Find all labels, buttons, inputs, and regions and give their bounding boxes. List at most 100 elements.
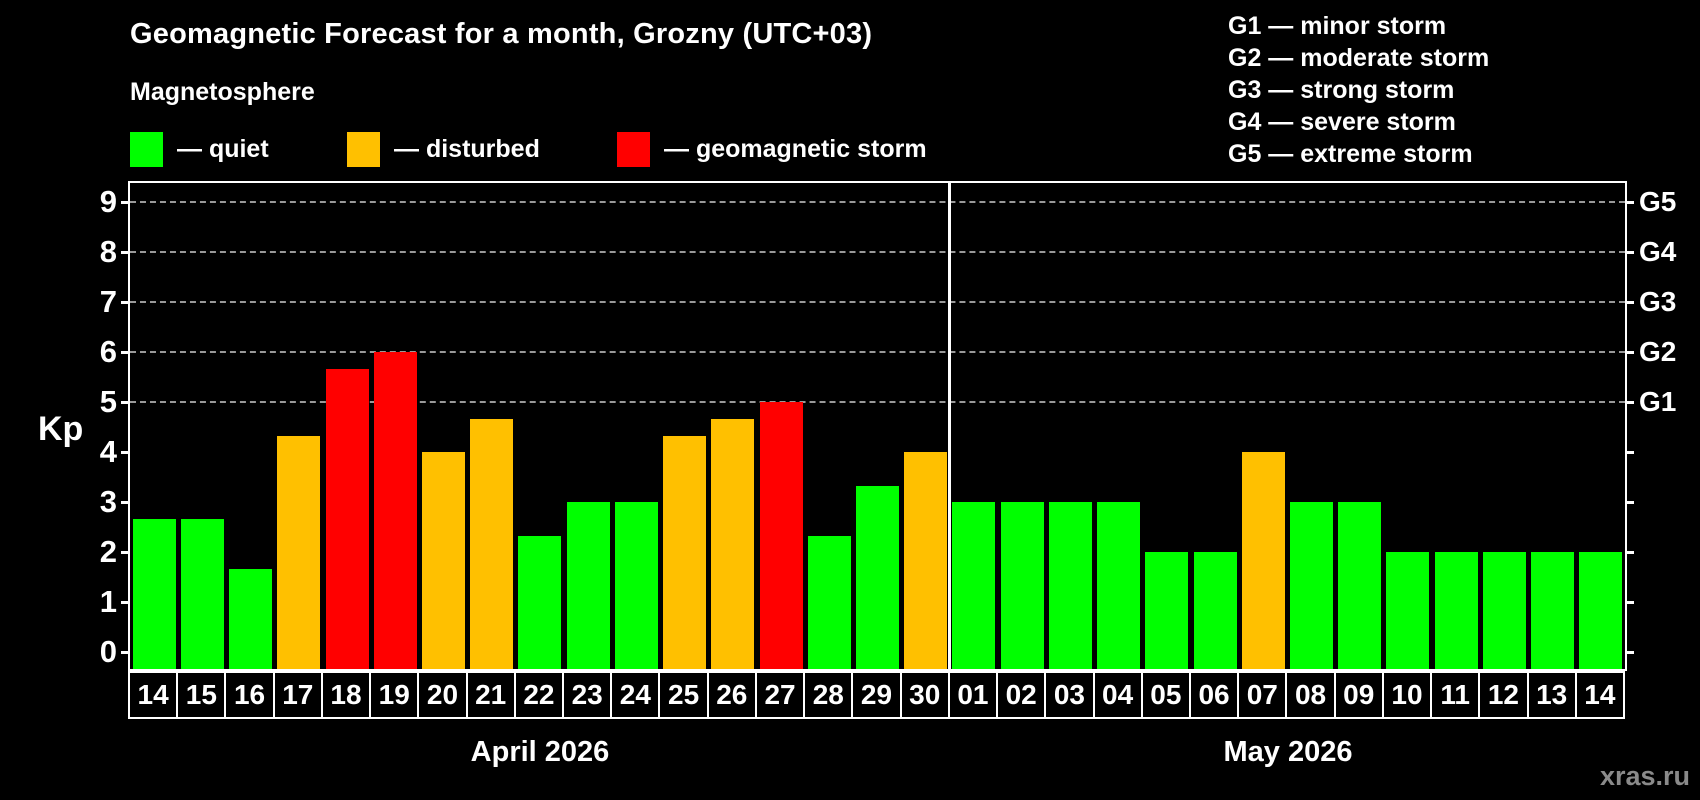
y-tick-left-5 [121, 401, 130, 404]
g-axis-label-g1: G1 [1639, 386, 1677, 417]
y-tick-left-3 [121, 501, 130, 504]
y-tick-right-8 [1625, 251, 1634, 254]
date-box-18: 18 [320, 671, 372, 719]
date-box-23: 23 [562, 671, 613, 719]
date-box-08: 08 [1285, 671, 1336, 719]
y-tick-label-4: 4 [99, 434, 117, 469]
month-separator [948, 183, 952, 669]
kp-bar-23 [566, 502, 610, 669]
kp-bar-01 [952, 502, 996, 669]
g-axis-label-g4: G4 [1639, 236, 1677, 267]
date-box-27: 27 [754, 671, 806, 719]
kp-bar-05 [1145, 552, 1189, 669]
disturbed-swatch-icon [347, 132, 380, 167]
legend-label-storm: — geomagnetic storm [664, 135, 927, 163]
y-tick-label-1: 1 [99, 584, 117, 619]
date-box-29: 29 [851, 671, 902, 719]
y-tick-left-0 [121, 651, 130, 654]
y-tick-label-8: 8 [99, 234, 117, 269]
g3-legend-line: G3 — strong storm [1228, 76, 1455, 104]
y-tick-label-6: 6 [99, 334, 117, 369]
y-tick-label-9: 9 [99, 184, 117, 219]
date-box-06: 06 [1188, 671, 1240, 719]
kp-bar-20 [421, 452, 465, 669]
date-box-25: 25 [658, 671, 709, 719]
kp-bar-11 [1434, 552, 1478, 669]
quiet-swatch-icon [130, 132, 163, 167]
kp-bar-15 [180, 518, 224, 669]
date-box-01: 01 [947, 671, 999, 719]
watermark: xras.ru [1599, 761, 1690, 791]
month-label-may: May 2026 [1223, 736, 1353, 768]
legend-item-storm: — geomagnetic storm [617, 131, 927, 168]
date-box-21: 21 [465, 671, 516, 719]
magnetosphere-heading: Magnetosphere [130, 78, 315, 106]
kp-bar-30 [904, 452, 948, 669]
date-box-20: 20 [417, 671, 468, 719]
date-box-15: 15 [176, 671, 227, 719]
kp-bar-13 [1531, 552, 1575, 669]
date-axis: 14 15 16 17 18 19 20 21 22 23 24 25 26 27 28 29 30 01 02 03… [128, 671, 1630, 719]
kp-bar-07 [1241, 452, 1285, 669]
kp-bar-10 [1386, 552, 1430, 669]
kp-bar-24 [614, 502, 658, 669]
kp-bar-18 [325, 368, 369, 669]
kp-bar-26 [711, 418, 755, 669]
date-box-24: 24 [610, 671, 661, 719]
kp-bar-08 [1290, 502, 1334, 669]
g-axis-label-g2: G2 [1639, 336, 1677, 367]
date-box-22: 22 [513, 671, 565, 719]
g-axis-label-g3: G3 [1639, 286, 1677, 317]
y-tick-right-1 [1625, 601, 1634, 604]
kp-bar-25 [663, 435, 707, 669]
kp-bar-12 [1482, 552, 1526, 669]
y-tick-left-9 [121, 201, 130, 204]
g5-legend-line: G5 — extreme storm [1228, 140, 1473, 168]
g4-legend-line: G4 — severe storm [1228, 108, 1456, 136]
kp-bar-19 [373, 352, 417, 669]
kp-bar-29 [855, 485, 899, 669]
y-tick-right-2 [1625, 551, 1634, 554]
g1-legend-line: G1 — minor storm [1228, 12, 1447, 40]
date-box-30: 30 [899, 671, 950, 719]
kp-bar-14 [132, 518, 176, 669]
date-box-13: 13 [1526, 671, 1577, 719]
legend-item-quiet: — quiet [130, 131, 269, 168]
date-box-04: 04 [1092, 671, 1143, 719]
legend-item-disturbed: — disturbed [347, 131, 540, 168]
gridline-kp9 [130, 201, 1625, 203]
y-tick-right-4 [1625, 451, 1634, 454]
kp-bar-02 [1000, 502, 1044, 669]
y-tick-left-7 [121, 301, 130, 304]
date-box-03: 03 [1044, 671, 1095, 719]
gridline-kp5 [130, 401, 1625, 403]
date-box-19: 19 [369, 671, 420, 719]
date-box-14: 14 [128, 671, 179, 719]
y-tick-label-7: 7 [99, 284, 117, 319]
kp-bar-28 [807, 535, 851, 669]
month-label-april: April 2026 [470, 736, 610, 768]
g2-legend-line: G2 — moderate storm [1228, 44, 1490, 72]
y-tick-label-5: 5 [99, 384, 117, 419]
date-box-02: 02 [996, 671, 1047, 719]
kp-bar-09 [1338, 502, 1382, 669]
kp-bar-16 [229, 568, 273, 669]
kp-bar-03 [1048, 502, 1092, 669]
date-box-16: 16 [224, 671, 275, 719]
plot-area [128, 181, 1627, 671]
gridline-kp7 [130, 301, 1625, 303]
date-box-10: 10 [1381, 671, 1433, 719]
y-tick-label-2: 2 [99, 534, 117, 569]
y-axis-title: Kp [38, 410, 84, 448]
kp-bar-04 [1097, 502, 1141, 669]
y-tick-right-6 [1625, 351, 1634, 354]
legend-label-quiet: — quiet [177, 135, 269, 163]
date-box-14: 14 [1574, 671, 1625, 719]
legend-label-disturbed: — disturbed [394, 135, 540, 163]
g-axis-label-g5: G5 [1639, 186, 1677, 217]
kp-bar-14 [1579, 552, 1623, 669]
page-title: Geomagnetic Forecast for a month, Grozny… [130, 18, 873, 50]
gridline-kp6 [130, 351, 1625, 353]
kp-bar-06 [1193, 552, 1237, 669]
storm-swatch-icon [617, 132, 650, 167]
